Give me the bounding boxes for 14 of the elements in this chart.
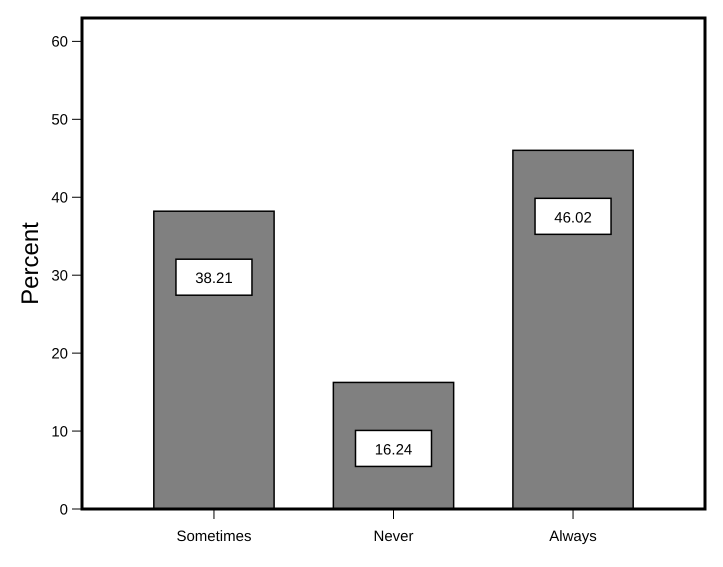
y-tick-label: 60 [51, 34, 68, 51]
y-tick-label: 50 [51, 112, 68, 129]
x-tick-label: Never [373, 528, 414, 545]
data-label: 46.02 [554, 209, 592, 226]
y-tick-label: 30 [51, 267, 68, 284]
y-tick-label: 0 [60, 501, 68, 518]
y-tick-label: 10 [51, 423, 68, 440]
data-label: 38.21 [195, 270, 233, 288]
data-label: 16.24 [374, 441, 412, 458]
y-tick-label: 40 [51, 190, 68, 207]
y-tick-label: 20 [51, 345, 68, 362]
y-axis-title: Percent [17, 222, 44, 305]
x-tick-label: Sometimes [176, 528, 252, 545]
x-tick-label: Always [549, 528, 597, 545]
